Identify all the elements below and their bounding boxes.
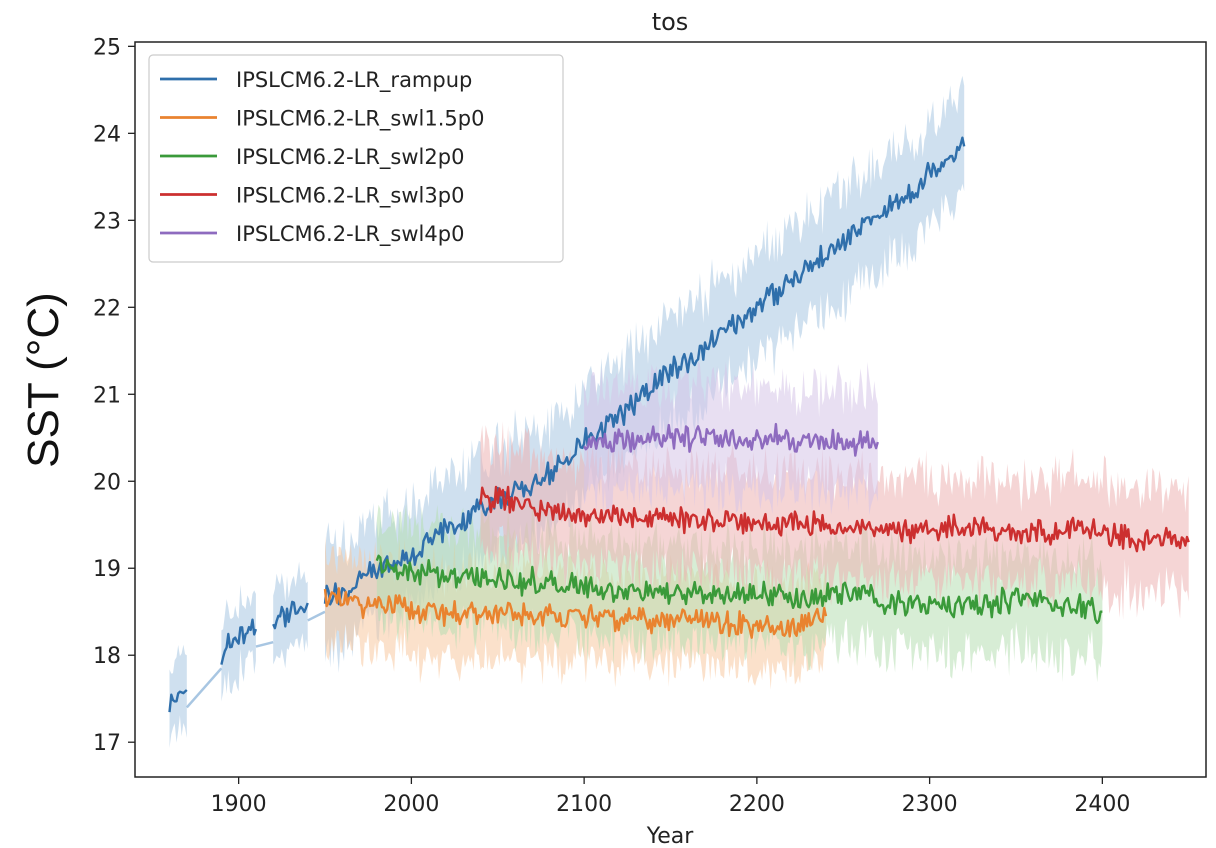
legend: IPSLCM6.2-LR_rampup IPSLCM6.2-LR_swl1.5p0… bbox=[148, 54, 564, 263]
legend-label-ipslcm6-2-lr-swl2p0: IPSLCM6.2-LR_swl2p0 bbox=[236, 145, 464, 170]
legend-label-ipslcm6-2-lr-rampup: IPSLCM6.2-LR_rampup bbox=[236, 68, 472, 93]
x-axis-ticks: 1900 2000 2100 2200 2300 2400 bbox=[211, 777, 1130, 817]
y-tick-label-22: 22 bbox=[93, 296, 121, 321]
y-tick-label-25: 25 bbox=[93, 35, 121, 60]
y-axis-ticks: 17 18 19 20 21 22 23 24 25 bbox=[93, 35, 135, 756]
y-axis-label: SST (°C) bbox=[19, 292, 68, 468]
plot-frame bbox=[134, 41, 1207, 778]
legend-box bbox=[148, 54, 564, 263]
series-lines bbox=[168, 136, 1190, 713]
y-tick-label-19: 19 bbox=[93, 557, 121, 582]
x-tick-label-1900: 1900 bbox=[211, 792, 267, 817]
ipslcm6-2-lr-swl1-5p0-line-0 bbox=[323, 587, 828, 639]
x-axis-label: Year bbox=[646, 824, 695, 848]
ipslcm6-2-lr-rampup-line-1 bbox=[220, 618, 258, 665]
y-tick-label-17: 17 bbox=[93, 731, 121, 756]
ipslcm6-2-lr-rampup-gap-connector-2 bbox=[307, 610, 326, 622]
ipslcm6-2-lr-swl4p0-line-0 bbox=[583, 422, 879, 457]
chart-title: tos bbox=[652, 8, 689, 36]
ipslcm6-2-lr-rampup-gap-connector-0 bbox=[185, 667, 223, 709]
ipslcm6-2-lr-rampup-line-0 bbox=[168, 689, 188, 713]
ipslcm6-2-lr-rampup-line-2 bbox=[272, 600, 309, 630]
x-tick-label-2200: 2200 bbox=[729, 792, 785, 817]
y-tick-label-21: 21 bbox=[93, 383, 121, 408]
x-tick-label-2100: 2100 bbox=[556, 792, 612, 817]
ipslcm6-2-lr-swl2p0-line-0 bbox=[375, 554, 1103, 625]
y-tick-label-18: 18 bbox=[93, 644, 121, 669]
x-tick-label-2400: 2400 bbox=[1074, 792, 1130, 817]
y-tick-label-23: 23 bbox=[93, 209, 121, 234]
ipslcm6-2-lr-swl3p0-line-0 bbox=[479, 485, 1190, 553]
legend-label-ipslcm6-2-lr-swl3p0: IPSLCM6.2-LR_swl3p0 bbox=[236, 184, 464, 209]
legend-label-ipslcm6-2-lr-swl1-5p0: IPSLCM6.2-LR_swl1.5p0 bbox=[236, 107, 484, 132]
x-tick-label-2300: 2300 bbox=[902, 792, 958, 817]
ipslcm6-2-lr-rampup-line-3 bbox=[323, 136, 966, 606]
x-tick-label-2000: 2000 bbox=[383, 792, 439, 817]
y-tick-label-20: 20 bbox=[93, 470, 121, 495]
y-tick-label-24: 24 bbox=[93, 122, 121, 147]
legend-label-ipslcm6-2-lr-swl4p0: IPSLCM6.2-LR_swl4p0 bbox=[236, 222, 464, 247]
ipslcm6-2-lr-rampup-gap-connector-1 bbox=[255, 640, 274, 648]
